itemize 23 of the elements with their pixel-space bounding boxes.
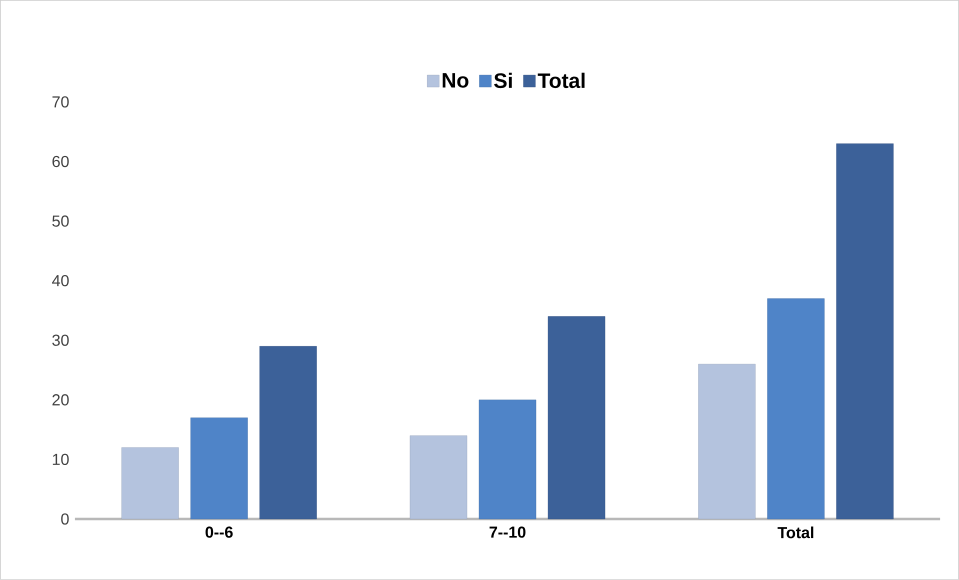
- y-tick-label: 20: [52, 394, 69, 406]
- x-tick-label: 7--10: [490, 526, 526, 538]
- bar: [548, 316, 606, 520]
- legend-label: Si: [494, 72, 512, 88]
- bar: [410, 435, 468, 520]
- bar: [190, 418, 248, 520]
- bar: [121, 447, 179, 520]
- bar: [836, 144, 894, 520]
- legend-label: No: [442, 73, 468, 88]
- bar: [259, 346, 317, 520]
- y-tick-label: 10: [52, 454, 69, 466]
- y-tick-label: 70: [52, 96, 69, 108]
- bar: [698, 364, 756, 520]
- bar: [478, 400, 536, 520]
- y-tick-label: 0: [61, 513, 69, 525]
- bar: [767, 298, 825, 520]
- y-tick-label: 40: [52, 275, 69, 286]
- y-tick-label: 60: [52, 156, 69, 168]
- legend-label: Total: [538, 72, 585, 88]
- y-tick-label: 30: [52, 334, 69, 346]
- x-tick-label: Total: [778, 526, 814, 538]
- x-tick-label: 0--6: [206, 526, 233, 538]
- y-tick-label: 50: [52, 215, 69, 227]
